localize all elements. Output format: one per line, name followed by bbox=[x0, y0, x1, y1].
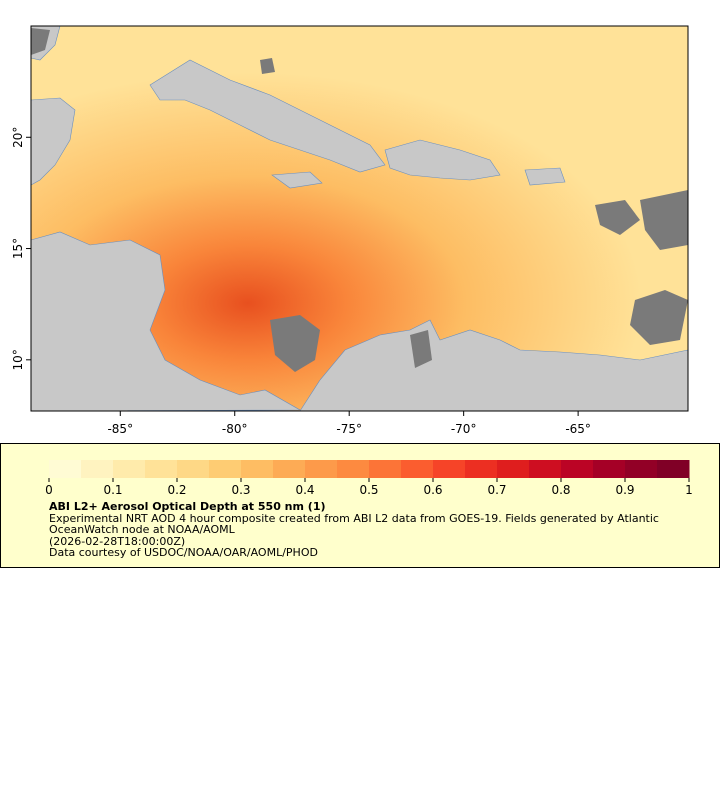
colorbar-tick-label: 0.6 bbox=[423, 483, 442, 497]
colorbar-bin bbox=[273, 460, 306, 478]
colorbar-bin bbox=[241, 460, 274, 478]
colorbar-bin bbox=[657, 460, 690, 478]
colorbar-tick-label: 0.2 bbox=[167, 483, 186, 497]
colorbar-tick-label: 0.8 bbox=[551, 483, 570, 497]
caption: ABI L2+ Aerosol Optical Depth at 550 nm … bbox=[49, 501, 689, 559]
colorbar-tick-label: 0.7 bbox=[487, 483, 506, 497]
land bbox=[30, 25, 689, 412]
colorbar-tick-label: 0.4 bbox=[295, 483, 314, 497]
x-tick-label: -65° bbox=[565, 422, 591, 436]
x-tick-label: -85° bbox=[107, 422, 133, 436]
colorbar-bin bbox=[145, 460, 178, 478]
colorbar-bin bbox=[433, 460, 466, 478]
colorbar-bin bbox=[593, 460, 626, 478]
colorbar-bin bbox=[113, 460, 146, 478]
colorbar-bin bbox=[625, 460, 658, 478]
colorbar-bin bbox=[465, 460, 498, 478]
caption-timestamp: (2026-02-28T18:00:00Z) bbox=[49, 534, 186, 548]
colorbar-bin bbox=[337, 460, 370, 478]
y-tick-label: 15° bbox=[11, 238, 25, 259]
colorbar-bin bbox=[529, 460, 562, 478]
colorbar-bin bbox=[369, 460, 402, 478]
colorbar-bin bbox=[401, 460, 434, 478]
colorbar: 0 0.1 0.2 0.3 0.4 0.5 0.6 0.7 0.8 0.9 1 bbox=[45, 460, 693, 497]
x-tick-label: -80° bbox=[222, 422, 248, 436]
x-tick-label: -75° bbox=[336, 422, 362, 436]
colorbar-bin bbox=[81, 460, 114, 478]
colorbar-bin bbox=[497, 460, 530, 478]
map: -85° -80° -75° -70° -65° 10° 15° 20° bbox=[11, 25, 689, 436]
colorbar-bin bbox=[177, 460, 210, 478]
map-frame bbox=[30, 25, 689, 412]
caption-credit: Data courtesy of USDOC/NOAA/OAR/AOML/PHO… bbox=[49, 546, 318, 559]
no-data bbox=[31, 28, 688, 372]
y-tick-label: 10° bbox=[11, 349, 25, 370]
colorbar-bin bbox=[49, 460, 82, 478]
colorbar-bin bbox=[209, 460, 242, 478]
x-tick-label: -70° bbox=[451, 422, 477, 436]
colorbar-tick-label: 0.5 bbox=[359, 483, 378, 497]
colorbar-tick-label: 0 bbox=[45, 483, 53, 497]
colorbar-tick-label: 0.1 bbox=[103, 483, 122, 497]
legend-panel: 0 0.1 0.2 0.3 0.4 0.5 0.6 0.7 0.8 0.9 1 ABI L2+ Ae… bbox=[0, 443, 720, 568]
caption-title: ABI L2+ Aerosol Optical Depth at 550 nm … bbox=[49, 500, 326, 513]
colorbar-tick-label: 0.3 bbox=[231, 483, 250, 497]
colorbar-tick-label: 0.9 bbox=[615, 483, 634, 497]
y-tick-label: 20° bbox=[11, 127, 25, 148]
colorbar-bin bbox=[305, 460, 338, 478]
colorbar-bin bbox=[561, 460, 594, 478]
caption-description: Experimental NRT AOD 4 hour composite cr… bbox=[49, 511, 659, 536]
colorbar-tick-label: 1 bbox=[685, 483, 693, 497]
